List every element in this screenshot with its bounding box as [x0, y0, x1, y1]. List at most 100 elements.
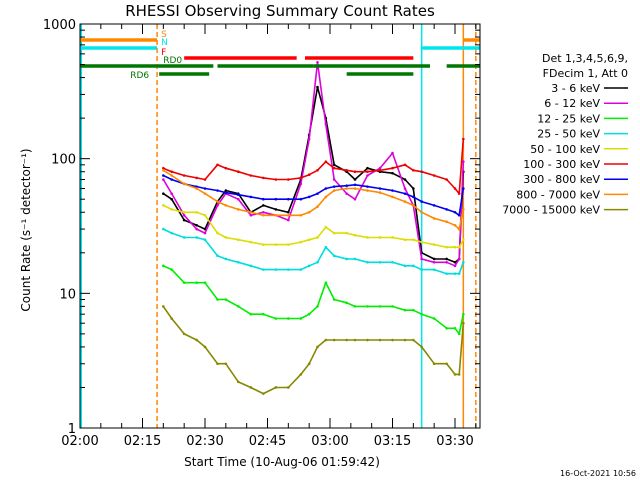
data-point-6-8	[249, 195, 253, 199]
data-point-3-19	[366, 260, 369, 264]
x-tick-label-0: 02:00	[61, 434, 98, 449]
data-point-4-17	[345, 231, 348, 235]
data-point-2-10	[274, 317, 278, 320]
data-point-8-29	[462, 321, 465, 325]
data-point-5-15	[324, 160, 328, 163]
legend-label-7: 800 - 7000 keV	[516, 188, 600, 201]
series-line-2	[162, 265, 465, 335]
data-point-7-25	[432, 217, 436, 220]
data-point-4-8	[249, 240, 253, 244]
data-point-2-27	[453, 326, 457, 330]
data-point-1-4	[203, 231, 207, 235]
data-point-7-14	[316, 205, 319, 208]
data-point-0-22	[403, 178, 407, 181]
data-point-7-5	[216, 200, 219, 203]
data-point-5-6	[224, 166, 228, 170]
data-point-0-21	[391, 171, 394, 175]
data-point-7-26	[445, 220, 448, 224]
data-point-7-18	[353, 187, 357, 190]
data-point-2-1	[170, 268, 173, 271]
legend-label-6: 300 - 800 keV	[523, 173, 600, 186]
data-point-6-10	[274, 197, 278, 201]
data-point-6-17	[345, 184, 348, 187]
data-point-4-0	[162, 204, 165, 207]
data-point-5-4	[203, 178, 207, 181]
data-point-3-24	[420, 268, 423, 271]
data-point-3-29	[462, 260, 465, 264]
legend-label-3: 25 - 50 keV	[537, 128, 600, 141]
data-point-7-29	[462, 208, 465, 211]
data-point-6-25	[432, 204, 436, 207]
data-point-1-16	[332, 178, 336, 181]
legend-label-2: 12 - 25 keV	[537, 112, 600, 125]
data-point-4-5	[216, 231, 219, 235]
data-point-2-6	[224, 298, 228, 301]
data-point-1-8	[249, 213, 253, 217]
data-point-0-25	[432, 257, 436, 261]
data-point-1-27	[453, 264, 457, 268]
data-point-4-25	[432, 243, 436, 246]
data-point-5-1	[170, 170, 173, 174]
data-point-5-28	[457, 192, 461, 195]
data-point-3-23	[412, 264, 415, 268]
legend-label-0: 3 - 6 keV	[551, 82, 600, 95]
data-point-2-13	[307, 312, 311, 316]
legend-label-1: 6 - 12 keV	[544, 97, 600, 110]
data-point-2-23	[412, 308, 415, 312]
data-point-0-9	[262, 204, 265, 207]
data-point-6-20	[378, 187, 382, 190]
series-line-8	[162, 305, 465, 395]
data-point-8-27	[453, 373, 457, 376]
data-point-6-14	[316, 192, 319, 195]
data-point-4-16	[332, 231, 336, 235]
data-point-4-14	[316, 236, 319, 239]
data-point-7-19	[366, 189, 369, 192]
data-point-5-14	[316, 168, 319, 172]
data-point-1-26	[445, 260, 448, 264]
data-point-4-12	[299, 240, 303, 244]
data-point-5-20	[378, 168, 382, 172]
data-point-6-5	[216, 189, 219, 192]
data-point-8-3	[195, 338, 198, 342]
data-point-8-6	[224, 362, 228, 366]
data-point-5-5	[216, 163, 219, 167]
vertical-markers	[80, 24, 477, 428]
data-point-3-3	[195, 236, 198, 239]
data-point-8-15	[324, 338, 328, 342]
data-point-2-5	[216, 298, 219, 301]
data-point-8-21	[391, 338, 394, 342]
data-point-0-26	[445, 257, 448, 261]
data-point-1-3	[195, 227, 198, 231]
data-point-4-20	[378, 236, 382, 239]
footer-timestamp: 16-Oct-2021 10:56	[560, 469, 636, 478]
data-point-3-5	[216, 254, 219, 258]
data-point-8-24	[420, 345, 423, 349]
series-line-0	[162, 86, 465, 264]
data-point-8-9	[262, 392, 265, 395]
data-point-1-25	[432, 260, 436, 264]
y-tick-label-1: 10	[59, 287, 76, 302]
flag-label-n: N	[161, 38, 168, 48]
data-point-5-11	[287, 178, 290, 181]
data-point-8-25	[432, 362, 436, 366]
data-point-0-10	[274, 208, 278, 211]
data-point-1-0	[162, 178, 165, 181]
data-point-2-0	[162, 264, 165, 268]
data-point-5-23	[412, 168, 415, 172]
data-point-5-25	[432, 174, 436, 177]
data-point-7-4	[203, 192, 207, 195]
y-tick-label-3: 1000	[43, 18, 76, 33]
data-point-3-26	[445, 272, 448, 275]
data-point-4-22	[403, 238, 407, 242]
data-point-6-24	[420, 200, 423, 203]
data-point-1-5	[216, 204, 219, 207]
data-point-1-14	[316, 60, 319, 64]
data-point-5-24	[420, 170, 423, 174]
data-point-7-16	[332, 189, 336, 192]
data-point-4-19	[366, 236, 369, 239]
data-point-6-7	[237, 193, 240, 197]
data-point-2-20	[378, 305, 382, 308]
data-point-8-1	[170, 317, 173, 320]
data-point-6-27	[453, 210, 457, 214]
data-point-2-17	[345, 301, 348, 305]
